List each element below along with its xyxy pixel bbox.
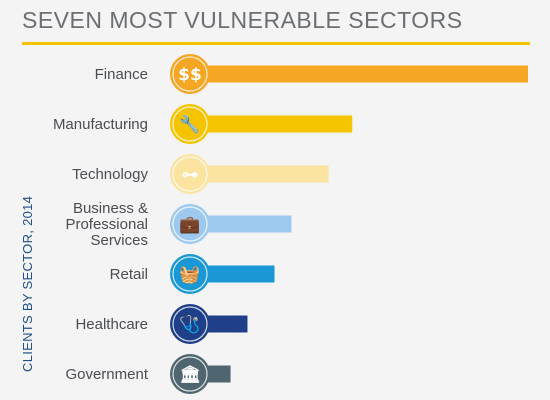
briefcase-icon: 💼 xyxy=(179,215,200,235)
bar-icon-ring xyxy=(172,106,208,142)
bar xyxy=(190,115,353,133)
bar-icon-circle xyxy=(170,354,210,394)
bar-icon-circle xyxy=(170,254,210,294)
category-label: Healthcare xyxy=(75,316,148,333)
bar-icon-ring xyxy=(172,256,208,292)
bar-icon-ring xyxy=(172,306,208,342)
bar xyxy=(190,165,329,183)
title-underline xyxy=(22,42,530,45)
category-label: Manufacturing xyxy=(53,116,148,133)
bar-icon-circle xyxy=(170,104,210,144)
government-building-icon: 🏛 xyxy=(179,365,201,385)
category-label-line: Services xyxy=(90,232,148,249)
bar-icon-circle xyxy=(170,154,210,194)
stethoscope-icon: 🩺 xyxy=(179,314,200,335)
bar-icon-circle xyxy=(170,54,210,94)
chart-title: SEVEN MOST VULNERABLE SECTORS xyxy=(22,7,463,33)
circuit-icon: ⊶ xyxy=(182,165,199,185)
category-label: Retail xyxy=(110,266,148,283)
bar xyxy=(190,265,275,283)
dollar-coins-icon: $$ xyxy=(178,65,202,85)
bar-icon-circle xyxy=(170,204,210,244)
wrench-icon: 🔧 xyxy=(179,114,200,135)
category-label: Business & Professional Services xyxy=(65,200,148,249)
bar-icon-ring xyxy=(172,56,208,92)
category-label: Technology xyxy=(72,166,148,183)
category-label-line: Professional xyxy=(65,216,148,233)
category-label-line: Government xyxy=(65,366,148,383)
category-label: Government xyxy=(65,366,148,383)
bar-icon-ring xyxy=(172,356,208,392)
shopping-basket-icon: 🧺 xyxy=(179,265,200,285)
category-label-line: Healthcare xyxy=(75,316,148,333)
category-label-line: Technology xyxy=(72,166,148,183)
bar xyxy=(190,215,292,233)
bar xyxy=(190,65,528,83)
bar-icon-circle xyxy=(170,304,210,344)
category-label-line: Manufacturing xyxy=(53,116,148,133)
bar-icon-ring xyxy=(172,156,208,192)
bar-icon-ring xyxy=(172,206,208,242)
category-label: Finance xyxy=(95,66,148,83)
category-label-line: Retail xyxy=(110,266,148,283)
category-label-line: Finance xyxy=(95,66,148,83)
category-label-line: Business & xyxy=(73,200,148,217)
